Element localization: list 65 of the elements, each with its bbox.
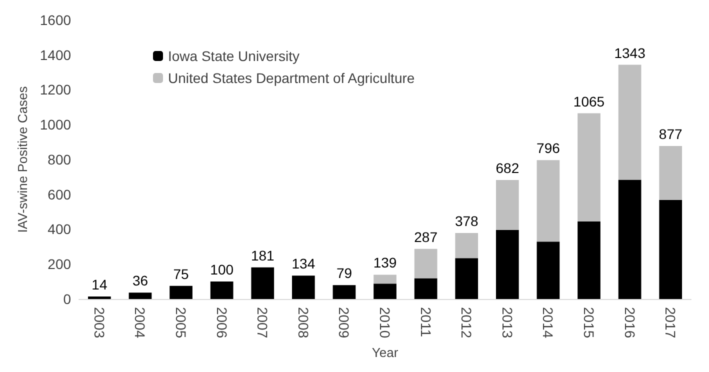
x-tick-label: 2010 [377, 306, 394, 338]
x-tick-label: 2011 [418, 306, 434, 338]
y-tick-label: 1400 [40, 46, 72, 63]
legend-label: United States Department of Agriculture [168, 70, 415, 86]
total-label: 287 [414, 228, 438, 245]
x-tick-label: 2007 [254, 306, 271, 338]
bar [128, 292, 152, 299]
total-label: 100 [210, 262, 234, 278]
y-tick-label: 1200 [40, 82, 72, 98]
bar [496, 230, 519, 299]
bar [332, 285, 356, 299]
bar [536, 160, 560, 242]
x-tick-label: 2016 [622, 306, 638, 338]
y-tick-label: 200 [48, 256, 72, 272]
x-tick-label: 2013 [499, 306, 516, 338]
y-tick-label: 800 [48, 151, 72, 168]
y-axis-title: IAV-swine Positive Cases [15, 86, 30, 233]
total-label: 36 [132, 272, 148, 289]
total-label: 877 [658, 126, 682, 142]
x-tick-label: 2015 [581, 306, 598, 338]
bar [455, 233, 478, 258]
bar [496, 180, 519, 230]
bar [618, 64, 642, 180]
total-label: 682 [496, 160, 520, 176]
x-tick-label: 2004 [132, 306, 148, 338]
x-tick-label: 2006 [214, 306, 230, 338]
bar [292, 276, 315, 299]
bar [414, 248, 438, 278]
x-tick-label: 2017 [662, 306, 679, 338]
x-tick-label: 2008 [295, 306, 312, 338]
total-label: 1065 [573, 93, 605, 110]
total-label: 1343 [614, 44, 646, 61]
total-label: 134 [292, 256, 316, 272]
y-tick-label: 1000 [40, 116, 72, 133]
y-tick-label: 1600 [40, 12, 72, 28]
x-tick-label: 2012 [458, 306, 475, 338]
total-label: 378 [454, 213, 479, 230]
total-label: 181 [250, 247, 275, 264]
y-tick-label: 0 [63, 290, 72, 307]
bar [210, 282, 234, 299]
bar [374, 274, 396, 284]
x-tick-label: 2005 [173, 306, 190, 338]
bar [578, 222, 600, 299]
bar [578, 113, 600, 222]
total-label: 75 [173, 266, 190, 282]
bar [414, 278, 438, 299]
total-label: 139 [373, 254, 397, 271]
bar [536, 242, 560, 299]
bar [251, 267, 274, 299]
total-label: 796 [536, 140, 560, 156]
bar [170, 286, 192, 299]
x-tick-label: 2003 [91, 306, 108, 338]
y-tick-label: 600 [48, 186, 72, 202]
x-axis-title: Year [372, 345, 399, 360]
total-label: 14 [92, 276, 108, 293]
bar [659, 200, 682, 299]
legend-label: Iowa State University [168, 48, 300, 64]
x-tick-label: 2014 [540, 306, 556, 338]
bar [455, 258, 478, 299]
bar [374, 284, 396, 299]
bar [659, 146, 682, 200]
x-tick-label: 2009 [336, 306, 352, 338]
bar [618, 180, 642, 299]
y-tick-label: 400 [48, 221, 72, 238]
total-label: 79 [336, 265, 352, 282]
